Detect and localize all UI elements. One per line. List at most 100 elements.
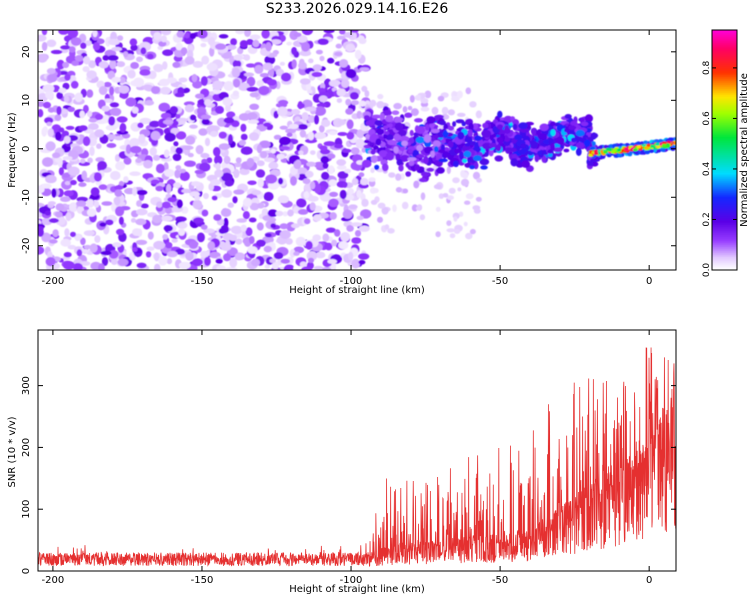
heatmap-cell — [87, 157, 93, 164]
heatmap-cell — [312, 234, 322, 242]
x-tick-label: -50 — [492, 276, 508, 287]
heatmap-cell — [322, 162, 329, 169]
heatmap-cell — [123, 157, 132, 165]
heatmap-cell — [460, 178, 470, 187]
heatmap-cell — [139, 117, 152, 125]
heatmap-cell — [355, 138, 365, 148]
colorbar-strip — [712, 46, 737, 49]
heatmap-cell — [334, 51, 343, 57]
heatmap-cell — [153, 63, 164, 73]
heatmap-cell — [322, 233, 330, 242]
heatmap-cell — [305, 240, 313, 250]
heatmap-cell — [340, 232, 351, 242]
heatmap-cell — [350, 147, 360, 155]
heatmap-cell — [336, 88, 346, 97]
heatmap-cell — [358, 260, 366, 265]
heatmap-cell — [99, 222, 107, 227]
heatmap-cell — [321, 171, 330, 181]
colorbar-strip — [712, 218, 737, 221]
colorbar-strip — [712, 248, 737, 251]
heatmap-cell — [339, 30, 346, 35]
heatmap-cell — [575, 142, 585, 149]
heatmap-cell — [187, 152, 194, 158]
heatmap-cell — [68, 46, 76, 53]
heatmap-cell — [233, 168, 240, 179]
heatmap-cell — [118, 180, 124, 187]
colorbar-strip — [712, 114, 737, 117]
heatmap-cell — [184, 56, 195, 65]
heatmap-cell — [310, 150, 316, 156]
heatmap-cell — [550, 143, 556, 151]
heatmap-cell — [603, 144, 609, 149]
heatmap-cell — [131, 106, 139, 114]
heatmap-cell — [42, 157, 54, 167]
heatmap-cell — [289, 248, 296, 258]
heatmap-cell — [153, 240, 166, 250]
heatmap-cell — [67, 166, 80, 176]
colorbar-strip — [712, 86, 737, 89]
heatmap-cell — [454, 229, 461, 234]
colorbar-strip — [712, 76, 737, 79]
heatmap-cell — [114, 196, 121, 206]
heatmap-cell — [71, 60, 79, 66]
heatmap-cell — [279, 61, 285, 66]
x-tick-label: -200 — [42, 575, 65, 586]
heatmap-cell — [344, 168, 352, 174]
heatmap-cell — [101, 105, 110, 112]
heatmap-cell — [259, 73, 270, 78]
heatmap-cell — [383, 125, 389, 130]
heatmap-cell — [158, 256, 168, 266]
heatmap-cell — [152, 154, 161, 161]
heatmap-cell — [242, 211, 250, 220]
heatmap-cell — [211, 195, 218, 201]
heatmap-cell — [318, 95, 328, 103]
heatmap-cell — [446, 195, 454, 201]
heatmap-cell — [478, 138, 484, 148]
heatmap-cell — [54, 156, 61, 163]
heatmap-cell — [520, 143, 527, 149]
heatmap-cell — [213, 147, 221, 157]
heatmap-cell — [307, 89, 313, 94]
heatmap-cell — [312, 93, 322, 103]
heatmap-cell — [643, 140, 649, 145]
heatmap-cell — [462, 158, 468, 163]
heatmap-cell — [410, 108, 419, 116]
heatmap-cell — [129, 171, 141, 176]
heatmap-cell — [82, 136, 91, 147]
heatmap-cell — [240, 146, 253, 155]
heatmap-cell — [383, 133, 388, 139]
y-tick-label: 0 — [21, 146, 32, 152]
heatmap-cell — [106, 143, 117, 148]
heatmap-cell — [345, 69, 357, 79]
heatmap-cell — [65, 212, 72, 222]
heatmap-cell — [143, 159, 153, 169]
heatmap-cell — [38, 109, 44, 118]
heatmap-cell — [293, 160, 302, 170]
heatmap-cell — [451, 95, 460, 102]
colorbar-strip — [712, 210, 737, 213]
heatmap-cell — [348, 204, 358, 210]
heatmap-cell — [88, 118, 98, 123]
heatmap-cell — [251, 258, 261, 267]
heatmap-cell — [644, 146, 649, 150]
heatmap-cell — [387, 139, 397, 146]
heatmap-cell — [328, 79, 341, 87]
heatmap-cell — [402, 106, 408, 113]
heatmap-cell — [374, 120, 384, 126]
heatmap-cell — [42, 126, 48, 134]
heatmap-cell — [265, 174, 278, 184]
heatmap-cell — [163, 149, 170, 158]
heatmap-cell — [639, 150, 645, 155]
heatmap-cell — [378, 150, 388, 158]
heatmap-cell — [420, 171, 430, 177]
heatmap-cell — [541, 155, 547, 163]
heatmap-cell — [232, 90, 240, 97]
heatmap-cell — [130, 218, 137, 223]
heatmap-cell — [404, 112, 413, 118]
heatmap-cell — [536, 130, 541, 136]
heatmap-cell — [136, 208, 148, 216]
heatmap-cell — [405, 171, 412, 177]
heatmap-cell — [416, 126, 426, 134]
colorbar-strip — [712, 192, 737, 195]
heatmap-cell — [116, 61, 126, 68]
